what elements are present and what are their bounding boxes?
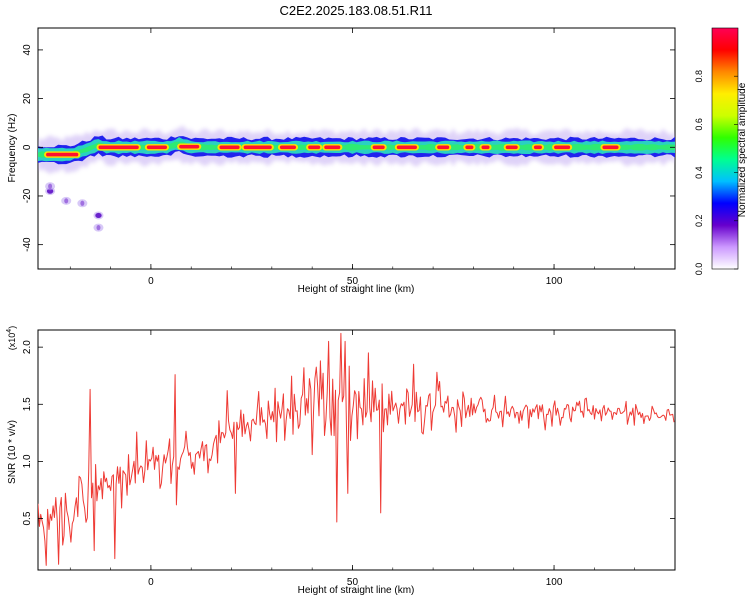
spectrum-peak	[46, 152, 79, 157]
spectrum-blob	[80, 200, 85, 206]
snr-series-line	[38, 332, 675, 566]
spectrum-blob	[48, 183, 53, 189]
snr-xlabel: Height of straight line (km)	[298, 585, 415, 596]
colorbar: 0.0 0.2 0.4 0.6 0.8 Normalized spectral ampl…	[694, 27, 748, 275]
spectrum-peak	[98, 145, 139, 150]
spectrogram-ytick-label: -20	[22, 188, 33, 203]
spectrum-peak	[396, 145, 417, 150]
spectrogram-ytick-label: 20	[22, 93, 33, 105]
colorbar-label: Normalized spectral amplitude	[737, 82, 748, 217]
snr-ylabel: SNR (10 * v/v)	[7, 420, 18, 484]
snr-frame	[37, 329, 676, 571]
colorbar-tick-label: 0.2	[694, 215, 704, 228]
spectrogram-ytick-label: 0	[22, 144, 33, 150]
snr-multiplier-exponent: 4	[6, 329, 13, 333]
colorbar-gradient	[711, 27, 739, 270]
spectrogram-xtick-label: 100	[546, 276, 563, 287]
spectrum-peak	[602, 145, 619, 150]
snr-xtick-label: 50	[347, 577, 359, 588]
snr-axes: 0 50 100 0.5 1.0 1.5 2.0	[22, 330, 676, 588]
spectrogram-xtick-label: 50	[347, 276, 359, 287]
spectrum-peak	[146, 145, 168, 150]
snr-ytick-label: 2.0	[22, 340, 33, 354]
spectrum-peak	[279, 145, 297, 150]
spectrum-peak	[505, 145, 518, 150]
spectrogram-ytick-label: -40	[22, 237, 33, 252]
spectrum-blob	[64, 198, 69, 204]
spectrum-peak	[324, 145, 341, 150]
spectrum-peak	[372, 145, 385, 150]
spectrogram-heat-layer	[38, 125, 675, 232]
spectrogram-axes: 0 50 100 -40 -20 0 20 40	[22, 28, 676, 287]
spectrum-peak	[179, 144, 200, 149]
snr-panel: 0 50 100 0.5 1.0 1.5 2.0 Height of straight li…	[6, 326, 676, 596]
spectrum-peak	[437, 145, 450, 150]
snr-xtick-label: 0	[148, 577, 154, 588]
snr-ytick-label: 1.5	[22, 397, 33, 411]
spectrogram-xlabel: Height of straight line (km)	[298, 284, 415, 295]
figure-title: C2E2.2025.183.08.51.R11	[280, 3, 433, 18]
snr-ytick-label: 1.0	[22, 454, 33, 468]
spectrum-peak	[308, 145, 321, 150]
snr-xtick-label: 100	[546, 577, 563, 588]
spectrum-peak	[533, 145, 542, 150]
spectrum-peak	[465, 145, 474, 150]
snr-ytick-label: 0.5	[22, 511, 33, 525]
spectrum-blob	[96, 225, 101, 231]
spectrum-peak	[481, 145, 490, 150]
snr-multiplier-label: (x104)	[6, 326, 17, 350]
spectrum-blob	[95, 212, 102, 219]
spectrogram-ylabel: Frequency (Hz)	[7, 114, 18, 183]
colorbar-tick-label: 0.6	[694, 118, 704, 131]
spectrum-peak	[219, 145, 240, 150]
colorbar-tick-label: 0.0	[694, 263, 704, 276]
spectrum-peak	[554, 145, 571, 150]
spectrogram-panel: 0 50 100 -40 -20 0 20 40 Height of straight lin…	[7, 27, 676, 295]
colorbar-tick-label: 0.8	[694, 70, 704, 83]
spectrum-peak	[243, 145, 272, 150]
spectrogram-xtick-label: 0	[148, 276, 154, 287]
colorbar-ticks: 0.0 0.2 0.4 0.6 0.8	[694, 70, 738, 275]
colorbar-tick-label: 0.4	[694, 166, 704, 179]
spectrogram-ytick-label: 40	[22, 44, 33, 56]
